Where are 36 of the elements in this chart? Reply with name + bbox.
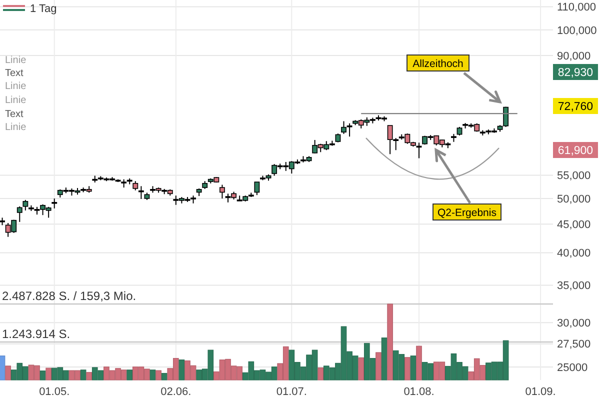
y-tick-label: 27,500	[557, 338, 591, 351]
text: 61,900	[558, 145, 594, 158]
y-tick-label: 40,000	[557, 248, 591, 260]
annotation: Text	[5, 109, 24, 120]
candlestick	[52, 198, 58, 209]
text: 82,930	[558, 67, 594, 80]
x-tick-label: 01.07.	[276, 386, 307, 398]
ref-line-label: 1.243.914 S.	[2, 327, 70, 341]
candlestick	[219, 184, 225, 199]
y-tick-label: 30,000	[557, 318, 591, 330]
y-tick-label: 45,000	[557, 218, 591, 231]
x-tick-label: 02.06.	[160, 386, 192, 398]
y-tick-label: 90,000	[557, 50, 591, 62]
x-tick-label: 01.05.	[39, 386, 70, 398]
y-tick-label: 50,000	[557, 193, 591, 206]
annotation: Text	[5, 68, 24, 79]
y-tick-label: 35,000	[557, 280, 591, 292]
candlestick	[22, 199, 28, 211]
annotation: Linie	[5, 122, 27, 133]
text: 72,760	[558, 101, 594, 114]
y-tick-label: 100,000	[557, 24, 597, 37]
ref-line-label: 2.487.828 S. / 159,3 Mio.	[2, 289, 136, 303]
annotation: Q2-Ergebnis	[438, 207, 496, 219]
y-tick-label: 25000	[557, 362, 588, 374]
x-tick-label: 01.09.	[525, 386, 556, 398]
x-tick-label: 01.08.	[404, 386, 434, 398]
annotation: Linie	[5, 95, 27, 106]
annotation: Linie	[5, 55, 27, 66]
y-tick-label: 55,000	[557, 170, 591, 182]
annotation: Linie	[5, 81, 27, 92]
candlestick	[132, 180, 138, 191]
annotation: Allzeithoch	[412, 58, 464, 70]
chart-title: 1 Tag	[30, 3, 57, 15]
y-tick-label: 110,000	[557, 2, 596, 14]
candlestick	[16, 206, 22, 222]
candlestick	[254, 182, 260, 196]
